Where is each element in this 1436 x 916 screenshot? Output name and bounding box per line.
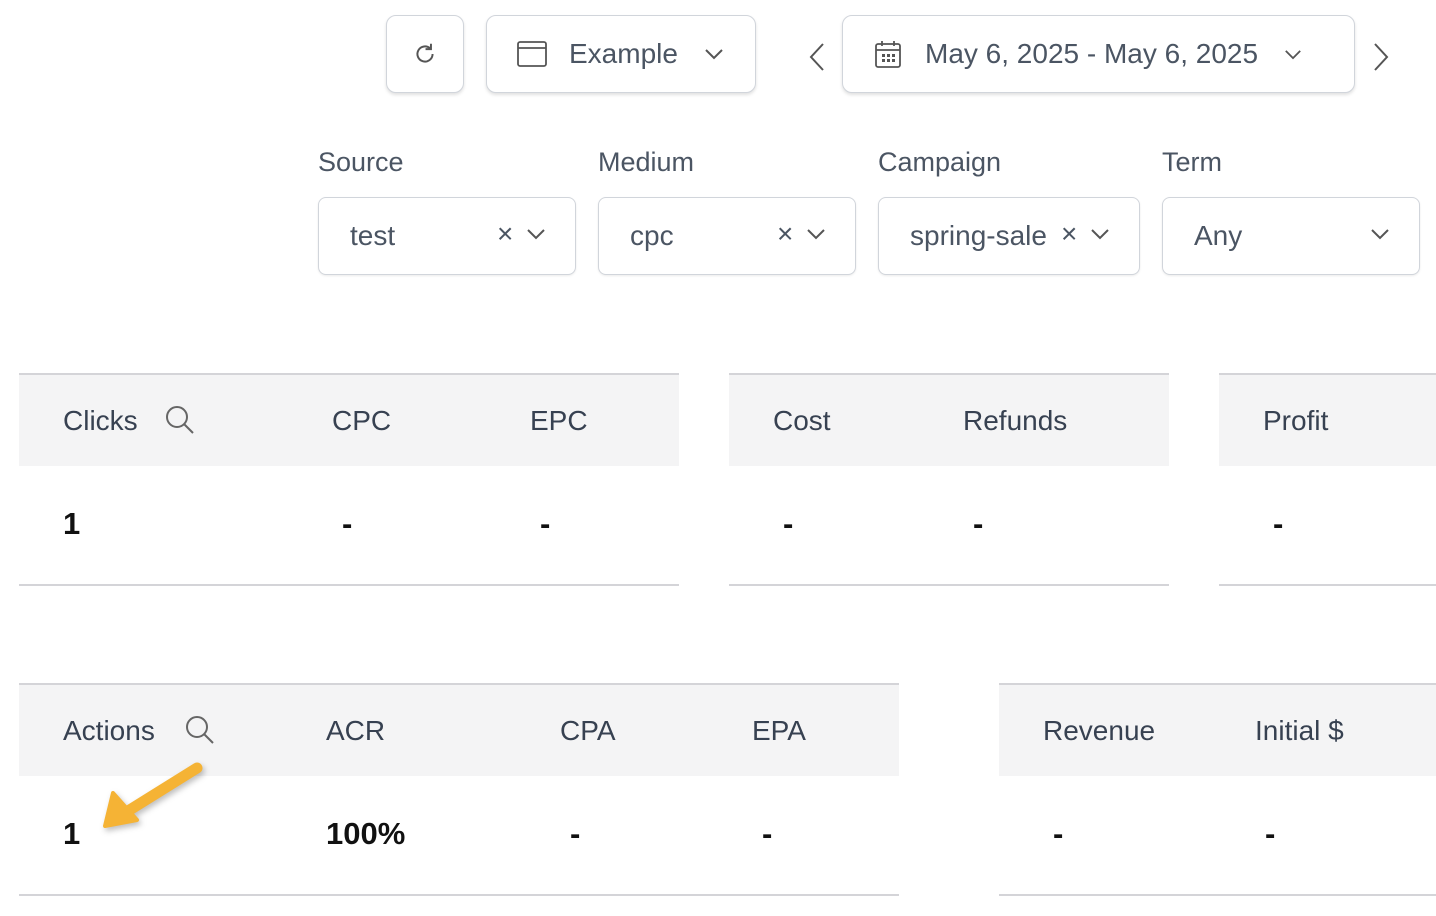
view-label: Example [569,38,678,69]
column-header-epc[interactable]: EPC [530,405,588,436]
table-header: Clicks CPC EPC [19,373,679,466]
column-header-profit[interactable]: Profit [1263,405,1329,436]
column-header-cpa[interactable]: CPA [560,715,616,746]
column-header-clicks[interactable]: Clicks [63,405,138,436]
filter-label: Term [1162,147,1222,177]
search-icon[interactable] [185,715,215,745]
column-header-epa[interactable]: EPA [752,715,806,746]
previous-date-icon[interactable] [808,42,826,72]
select-value: cpc [630,220,674,251]
calendar-icon [875,41,901,68]
cell-epc: - [540,506,551,541]
column-header-cost[interactable]: Cost [773,405,831,436]
chevron-down-icon[interactable] [1090,228,1110,240]
search-icon[interactable] [165,405,195,435]
cell-cpc: - [342,506,353,541]
table-header: Cost Refunds [729,373,1169,466]
annotation-arrow-icon [103,762,203,828]
campaign-select[interactable]: spring-sale × [878,197,1140,275]
table-row: - [1219,466,1436,586]
column-header-refunds[interactable]: Refunds [963,405,1068,436]
clear-icon[interactable]: × [497,218,514,249]
filter-label: Source [318,147,404,177]
table-row: - - [999,776,1436,896]
clear-icon[interactable]: × [777,218,794,249]
cell-cost: - [783,506,794,541]
chevron-down-icon [1285,49,1301,59]
select-value: test [350,220,396,251]
term-select[interactable]: Any [1162,197,1420,275]
column-header-initial[interactable]: Initial $ [1255,715,1344,746]
cell-epa: - [762,816,773,851]
table-header: Profit [1219,373,1436,466]
column-header-revenue[interactable]: Revenue [1043,715,1156,746]
table-row: 1 100% - - [19,776,899,896]
select-value: spring-sale [910,220,1047,251]
cell-initial: - [1265,816,1276,851]
table-row: 1 - - [19,466,679,586]
window-icon [517,41,547,67]
column-header-acr[interactable]: ACR [326,715,386,746]
refresh-button[interactable] [386,15,464,93]
select-value: Any [1194,220,1243,251]
date-range-picker[interactable]: May 6, 2025 - May 6, 2025 [842,15,1355,93]
chevron-down-icon[interactable] [806,228,826,240]
cell-actions: 1 [63,816,81,851]
chevron-down-icon[interactable] [1370,228,1390,240]
date-range-label: May 6, 2025 - May 6, 2025 [925,38,1259,69]
cell-cpa: - [570,816,581,851]
cell-acr: 100% [326,816,406,851]
cell-revenue: - [1053,816,1064,851]
table-header: Revenue Initial $ [999,683,1436,776]
refresh-icon [416,43,434,63]
table-header: Actions ACR CPA EPA [19,683,899,776]
cell-profit: - [1273,506,1284,541]
view-selector[interactable]: Example [486,15,756,93]
table-row: - - [729,466,1169,586]
chevron-down-icon[interactable] [526,228,546,240]
column-header-cpc[interactable]: CPC [332,405,392,436]
filter-label: Campaign [878,147,1002,177]
clear-icon[interactable]: × [1061,218,1078,249]
cell-clicks: 1 [63,506,81,541]
cell-refunds: - [973,506,984,541]
source-select[interactable]: test × [318,197,576,275]
medium-select[interactable]: cpc × [598,197,856,275]
next-date-icon[interactable] [1372,42,1390,72]
chevron-down-icon [705,49,723,60]
filter-label: Medium [598,147,695,177]
column-header-actions[interactable]: Actions [63,715,155,746]
